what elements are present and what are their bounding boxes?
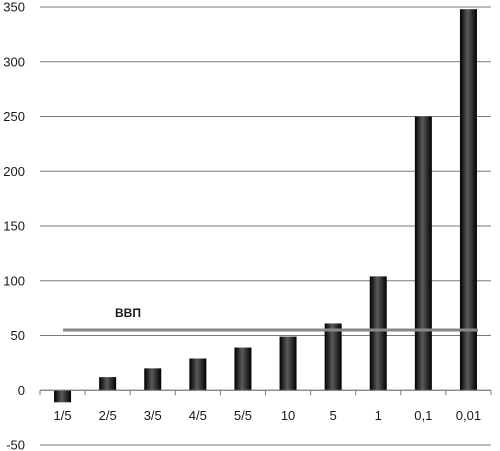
bar — [324, 323, 342, 391]
bar — [189, 358, 207, 391]
bar — [99, 377, 117, 391]
x-axis-tick-labels: 1/5 2/5 3/5 4/5 5/5 10 5 1 0,1 0,01 — [54, 408, 482, 423]
y-tick-label: 50 — [11, 328, 25, 343]
x-tick-label: 2/5 — [99, 408, 117, 423]
x-tick-label: 0,01 — [456, 408, 481, 423]
y-tick-label: 150 — [3, 219, 25, 234]
y-tick-label: 300 — [3, 54, 25, 69]
bar — [144, 368, 162, 391]
x-tick-label: 5 — [330, 408, 337, 423]
bar — [369, 276, 387, 391]
bars — [54, 9, 477, 403]
bar — [54, 390, 72, 403]
x-axis — [39, 389, 492, 396]
y-tick-label: 0 — [18, 383, 25, 398]
reference-line-group: ВВП — [63, 306, 478, 332]
y-tick-label: 200 — [3, 164, 25, 179]
x-tick-label: 1/5 — [54, 408, 72, 423]
x-tick-label: 3/5 — [144, 408, 162, 423]
bar — [279, 336, 297, 391]
x-tick-label: 1 — [375, 408, 382, 423]
x-tick-label: 4/5 — [189, 408, 207, 423]
x-tick-label: 0,1 — [414, 408, 432, 423]
bar — [234, 347, 252, 391]
x-tick-label: 10 — [281, 408, 295, 423]
y-tick-label: 100 — [3, 273, 25, 288]
reference-line-label: ВВП — [115, 306, 141, 320]
y-tick-label: -50 — [6, 438, 25, 451]
bar — [414, 116, 432, 391]
x-tick-label: 5/5 — [234, 408, 252, 423]
bar — [459, 9, 477, 391]
y-tick-label: 250 — [3, 109, 25, 124]
y-axis-tick-labels: -50 0 50 100 150 200 250 300 350 — [3, 0, 25, 451]
y-tick-label: 350 — [3, 0, 25, 15]
